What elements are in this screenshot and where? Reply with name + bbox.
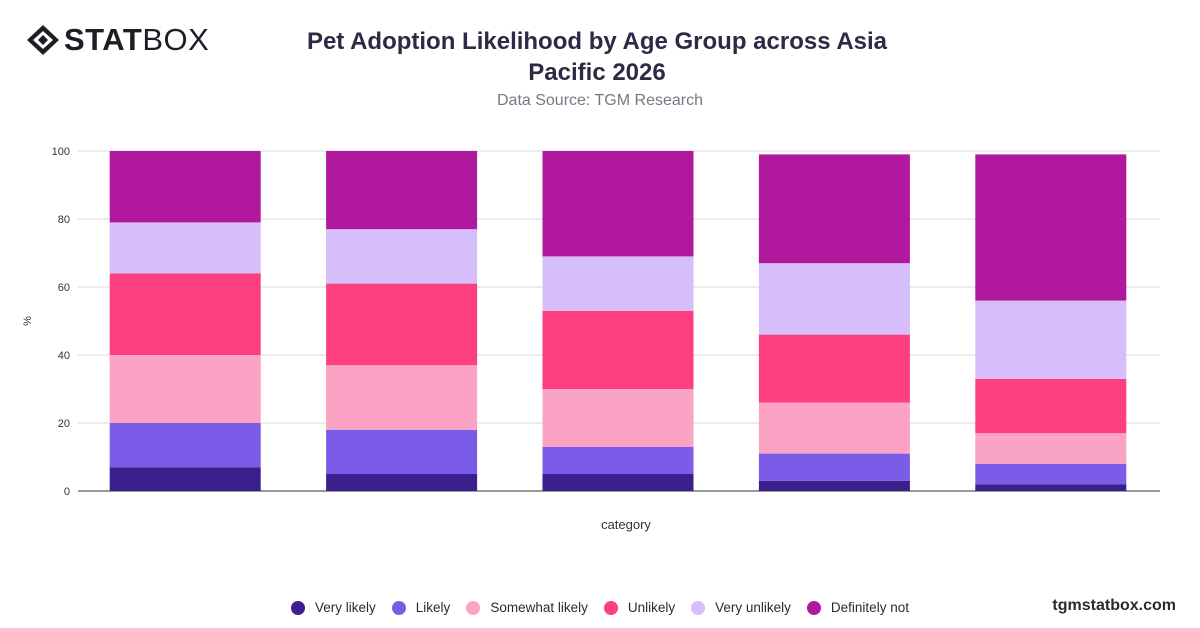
legend-label: Very likely (315, 600, 376, 615)
legend-swatch (391, 600, 406, 615)
bar-segment-likely[interactable] (542, 446, 694, 474)
bar-segment-very-unlikely[interactable] (326, 229, 478, 284)
legend-swatch (466, 600, 481, 615)
bar-segment-unlikely[interactable] (542, 310, 694, 389)
bar-segment-likely[interactable] (975, 463, 1127, 485)
legend-swatch (603, 600, 618, 615)
bar-segment-definitely-not[interactable] (326, 151, 478, 230)
legend-label: Likely (415, 600, 451, 615)
bar-segment-unlikely[interactable] (109, 273, 261, 355)
x-axis-label: category (601, 517, 651, 532)
bar-segment-somewhat-likely[interactable] (109, 355, 261, 423)
legend-item[interactable]: Very likely (291, 600, 376, 615)
legend-label: Unlikely (627, 600, 676, 615)
bar-segment-likely[interactable] (326, 429, 478, 474)
legend-item[interactable]: Very unlikely (691, 600, 791, 615)
bar-segment-somewhat-likely[interactable] (758, 402, 910, 454)
bar-segment-very-likely[interactable] (542, 474, 694, 491)
bar-segment-likely[interactable] (109, 423, 261, 468)
chart-title-line-1: Pet Adoption Likelihood by Age Group acr… (306, 28, 888, 55)
bar-segment-very-unlikely[interactable] (758, 263, 910, 335)
y-tick-label: 40 (58, 350, 70, 362)
bar-segment-very-likely[interactable] (758, 480, 910, 491)
y-axis-label: % (22, 316, 34, 326)
bar-segment-unlikely[interactable] (758, 334, 910, 403)
y-tick-label: 80 (58, 214, 70, 226)
bar-segment-very-likely[interactable] (975, 484, 1127, 491)
legend-item[interactable]: Somewhat likely (466, 600, 588, 615)
chart-title: Pet Adoption Likelihood by Age Group acr… (297, 26, 897, 88)
legend-label: Very unlikely (715, 600, 791, 615)
bar-segment-unlikely[interactable] (326, 283, 478, 366)
legend-swatch (691, 600, 706, 615)
legend-label: Definitely not (830, 600, 909, 615)
bar-segment-definitely-not[interactable] (758, 154, 910, 264)
bar-segment-definitely-not[interactable] (542, 151, 694, 257)
legend-item[interactable]: Definitely not (806, 600, 909, 615)
bar-segment-very-likely[interactable] (326, 474, 478, 491)
axes: 0 20 40 60 80 100% category (22, 146, 651, 532)
bar-segment-somewhat-likely[interactable] (542, 389, 694, 447)
logo-text: STATBOX (64, 24, 209, 56)
y-tick-label: 60 (58, 282, 70, 294)
bar-segment-very-unlikely[interactable] (975, 300, 1127, 379)
bar-segment-very-likely[interactable] (109, 467, 261, 491)
y-tick-label: 0 (64, 486, 70, 498)
chart-title-line-2: Pacific 2026 (528, 59, 666, 86)
bar-segment-somewhat-likely[interactable] (326, 365, 478, 430)
diamond-logo-icon (27, 25, 59, 55)
y-tick-label: 100 (52, 146, 70, 158)
bar-segment-very-unlikely[interactable] (542, 256, 694, 311)
bars (109, 151, 1127, 491)
logo-text-light: BOX (142, 22, 210, 57)
legend-item[interactable]: Unlikely (603, 600, 676, 615)
y-tick-label: 20 (58, 418, 70, 430)
footer-url[interactable]: tgmstatbox.com (1052, 597, 1176, 614)
logo-text-bold: STAT (64, 22, 143, 57)
legend-swatch (806, 600, 821, 615)
bar-segment-unlikely[interactable] (975, 378, 1127, 434)
statbox-logo[interactable]: STATBOX (26, 24, 209, 56)
legend-item[interactable]: Likely (391, 600, 451, 615)
legend-swatch (291, 600, 306, 615)
bar-segment-very-unlikely[interactable] (109, 222, 261, 274)
legend: Very likely Likely Somewhat likely Unlikely… (0, 600, 1200, 615)
legend-label: Somewhat likely (490, 600, 588, 615)
chart-subtitle: Data Source: TGM Research (496, 92, 703, 109)
bar-segment-definitely-not[interactable] (975, 154, 1127, 301)
bar-segment-likely[interactable] (758, 453, 910, 481)
bar-segment-definitely-not[interactable] (109, 151, 261, 223)
bar-segment-somewhat-likely[interactable] (975, 433, 1127, 464)
